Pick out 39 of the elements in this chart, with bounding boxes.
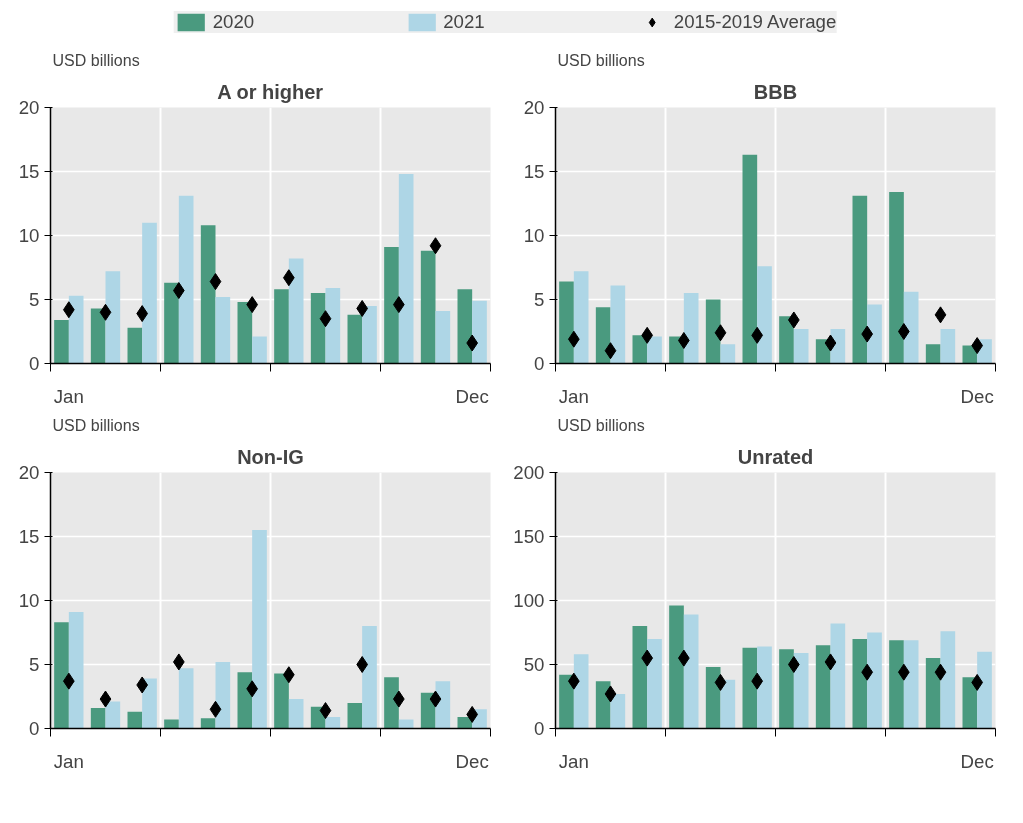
legend-label: 2015-2019 Average [673,11,837,33]
x-tick-label: Jan [558,750,589,772]
y-axis-title: USD billions [52,51,140,69]
chart-title: BBB [753,80,798,103]
x-tick-label: Jan [53,385,84,407]
y-tick-label: 50 [523,654,545,675]
chart-title: Non-IG [237,445,304,468]
y-axis-title: USD billions [557,416,645,434]
legend-label: 2020 [212,11,255,33]
y-tick-label: 0 [29,718,40,739]
y-tick-label: 0 [534,353,545,374]
y-tick-label: 15 [18,161,40,182]
y-tick-label: 20 [18,97,40,118]
y-axis-title: USD billions [52,416,140,434]
x-tick-label: Jan [558,385,589,407]
y-tick-label: 0 [534,718,545,739]
y-tick-label: 100 [513,590,545,611]
chart-title: A or higher [217,80,324,103]
y-tick-label: 10 [18,590,40,611]
y-tick-label: 5 [29,289,40,310]
chart-title: Unrated [737,445,814,468]
x-tick-label: Dec [960,750,994,772]
y-tick-label: 200 [513,462,545,483]
y-tick-label: 0 [29,353,40,374]
x-tick-label: Dec [455,750,489,772]
legend-label: 2021 [443,11,485,33]
y-tick-label: 150 [513,526,545,547]
x-tick-label: Dec [455,385,489,407]
y-tick-label: 20 [523,97,545,118]
y-tick-label: 10 [523,225,545,246]
y-tick-label: 10 [18,225,40,246]
x-tick-label: Dec [960,385,994,407]
y-tick-label: 20 [18,462,40,483]
y-tick-label: 5 [29,654,40,675]
y-tick-label: 15 [523,161,545,182]
x-tick-label: Jan [53,750,84,772]
y-axis-title: USD billions [557,51,645,69]
y-tick-label: 5 [534,289,545,310]
y-tick-label: 15 [18,526,40,547]
